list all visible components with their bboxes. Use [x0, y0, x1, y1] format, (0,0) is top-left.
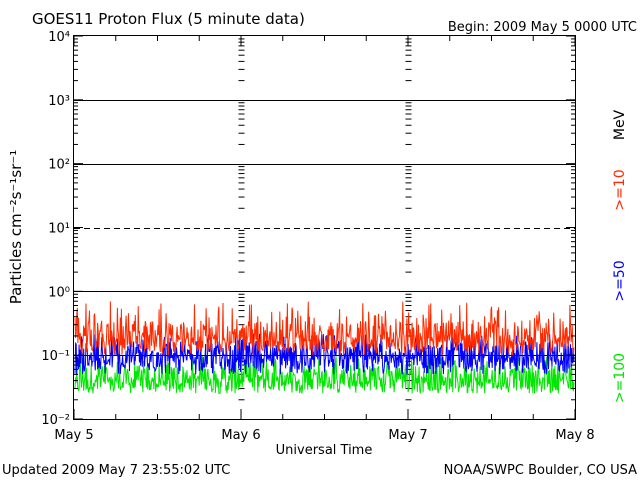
y-tick-label: 10⁴ — [48, 30, 70, 45]
y-axis-ticks: 10⁻² 10⁻¹ 10⁰ 10¹ 10² 10³ 10⁴ — [41, 30, 575, 428]
legend-unit: MeV — [612, 109, 628, 140]
legend-ge10: >=10 — [612, 169, 628, 210]
legend-ge50: >=50 — [612, 260, 628, 301]
credit-text: NOAA/SWPC Boulder, CO USA — [444, 463, 637, 478]
x-tick-label: May 5 — [54, 428, 93, 443]
y-axis-label: Particles cm⁻²s⁻¹sr⁻¹ — [7, 150, 25, 304]
begin-time: Begin: 2009 May 5 0000 UTC — [448, 20, 637, 35]
y-tick-label: 10⁻¹ — [41, 349, 70, 364]
x-tick-label: May 8 — [555, 428, 594, 443]
plot-frame — [73, 35, 576, 420]
legend-ge100: >=100 — [612, 353, 628, 403]
chart-title: GOES11 Proton Flux (5 minute data) — [32, 10, 305, 28]
series-line-10 — [74, 301, 575, 356]
series-group — [74, 301, 575, 395]
series-line-50 — [74, 333, 575, 375]
y-tick-label: 10³ — [48, 94, 70, 109]
y-tick-label: 10⁰ — [48, 285, 70, 300]
x-axis-label: Universal Time — [276, 443, 373, 458]
y-tick-label: 10¹ — [48, 222, 70, 237]
updated-timestamp: Updated 2009 May 7 23:55:02 UTC — [2, 463, 230, 478]
y-tick-label: 10⁻² — [41, 413, 70, 428]
y-tick-label: 10² — [48, 158, 70, 173]
x-tick-label: May 7 — [388, 428, 427, 443]
x-axis-ticks: May 5 May 6 May 7 May 8 — [54, 36, 595, 443]
x-tick-label: May 6 — [221, 428, 260, 443]
